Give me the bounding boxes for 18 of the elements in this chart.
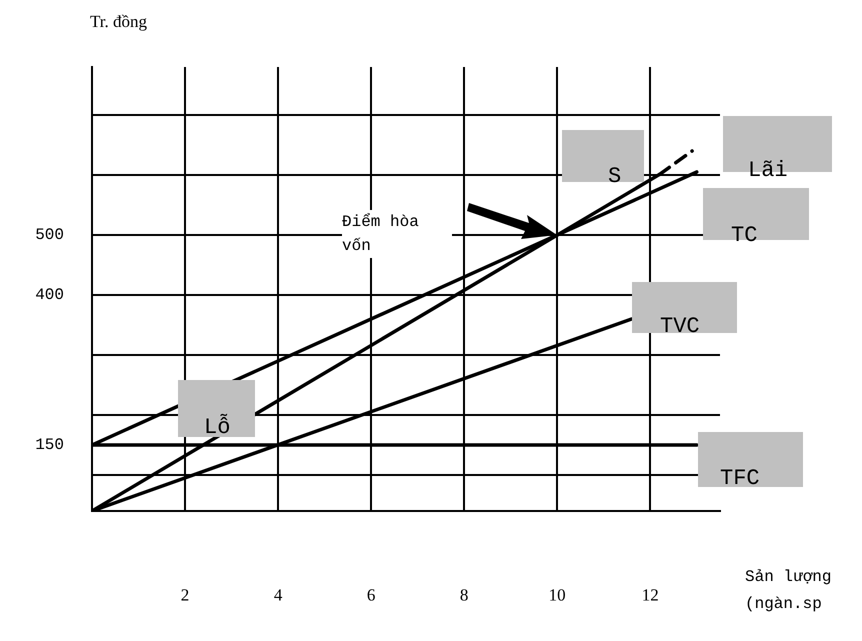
y-tick-label: 500 bbox=[35, 226, 64, 244]
x-tick-label: 2 bbox=[180, 586, 190, 605]
series-label: S bbox=[608, 164, 622, 189]
series-label: TVC bbox=[660, 314, 700, 339]
x-tick-label: 12 bbox=[642, 586, 659, 605]
x-tick-label: 8 bbox=[460, 586, 468, 605]
y-tick-label: 400 bbox=[35, 286, 64, 304]
x-tick-label: 6 bbox=[366, 586, 376, 605]
x-axis-title: Sản lượng (ngàn.sp bbox=[745, 567, 832, 615]
x-tick-label: 10 bbox=[548, 586, 566, 605]
annotation: Điểm hòa vốn bbox=[342, 210, 452, 258]
text: TC bbox=[731, 223, 758, 248]
series-label: TFC bbox=[720, 466, 760, 491]
y-axis-title: Tr. đồng bbox=[90, 12, 148, 32]
x-tick-label: 4 bbox=[274, 586, 283, 605]
annotation: Lỗ bbox=[204, 415, 230, 440]
y-tick-label: 150 bbox=[35, 436, 64, 454]
text: Lãi bbox=[748, 158, 788, 183]
